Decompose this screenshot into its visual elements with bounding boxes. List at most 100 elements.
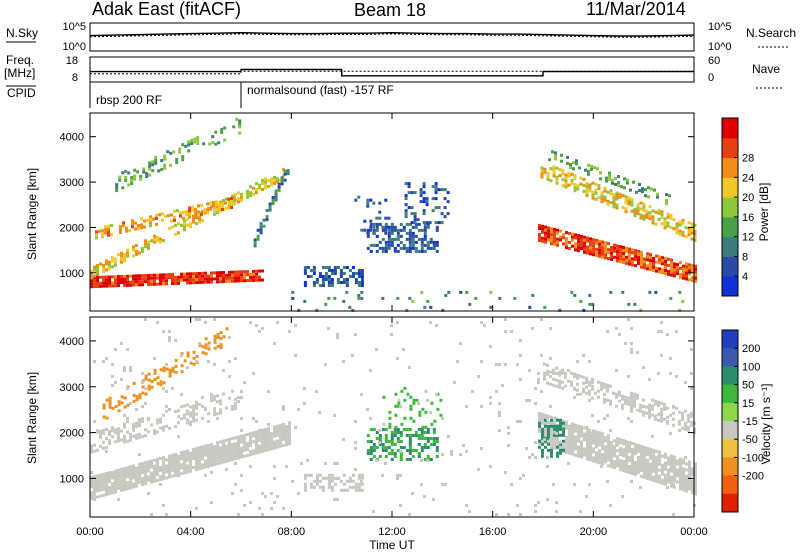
heatmap-cell [129, 369, 132, 372]
heatmap-cell [672, 218, 676, 222]
freq-trace [90, 68, 694, 77]
heatmap-cell [111, 471, 114, 474]
heatmap-cell [387, 231, 391, 235]
heatmap-cell [366, 434, 370, 437]
heatmap-cell [393, 249, 397, 253]
heatmap-cell [541, 454, 544, 458]
heatmap-cell [628, 444, 631, 447]
heatmap-cell [195, 456, 198, 460]
heatmap-cell [573, 375, 576, 378]
heatmap-cell [277, 185, 281, 189]
heatmap-cell [378, 441, 381, 444]
heatmap-cell [174, 459, 177, 462]
heatmap-cell [136, 170, 140, 174]
heatmap-cell [198, 452, 201, 456]
heatmap-cell [613, 255, 616, 259]
heatmap-cell [419, 188, 423, 192]
heatmap-cell [153, 476, 156, 480]
heatmap-cell [426, 243, 430, 247]
heatmap-cell [562, 430, 565, 434]
heatmap-cell [267, 390, 270, 393]
heatmap-cell [616, 247, 619, 251]
heatmap-cell [587, 169, 590, 173]
power-range-tick-label: 2000 [60, 222, 84, 234]
heatmap-cell [196, 139, 200, 143]
heatmap-cell [603, 195, 607, 199]
heatmap-cell [630, 397, 633, 401]
heatmap-cell [234, 276, 237, 280]
heatmap-cell [219, 399, 222, 403]
heatmap-cell [195, 213, 198, 216]
heatmap-cell [568, 448, 571, 452]
heatmap-cell [624, 207, 628, 211]
heatmap-cell [584, 168, 587, 172]
heatmap-cell [108, 260, 111, 264]
heatmap-cell [336, 278, 340, 281]
heatmap-cell [601, 447, 604, 451]
heatmap-cell [219, 209, 222, 213]
heatmap-cell [138, 462, 141, 466]
heatmap-cell [150, 471, 153, 475]
heatmap-cell [558, 370, 561, 374]
heatmap-cell [249, 279, 252, 282]
heatmap-cell [447, 435, 450, 438]
heatmap-cell [189, 411, 192, 415]
heatmap-cell [384, 216, 388, 220]
heatmap-cell [375, 222, 379, 226]
heatmap-cell [288, 442, 291, 446]
heatmap-cell [228, 360, 231, 363]
heatmap-cell [357, 281, 361, 284]
heatmap-cell [315, 476, 319, 480]
heatmap-cell [225, 279, 228, 283]
heatmap-cell [186, 351, 190, 355]
heatmap-cell [633, 395, 636, 399]
heatmap-cell [139, 174, 143, 178]
heatmap-cell [192, 447, 195, 451]
heatmap-cell [174, 232, 177, 236]
heatmap-cell [357, 275, 361, 278]
heatmap-cell [259, 228, 263, 232]
heatmap-cell [237, 276, 240, 280]
heatmap-cell [609, 399, 612, 403]
heatmap-cell [565, 438, 568, 442]
heatmap-cell [124, 178, 128, 182]
heatmap-cell [168, 371, 172, 375]
heatmap-cell [159, 478, 162, 481]
heatmap-cell [547, 232, 550, 236]
heatmap-cell [592, 450, 595, 454]
heatmap-cell [155, 213, 158, 217]
heatmap-cell [225, 459, 228, 463]
heatmap-cell [101, 235, 104, 239]
heatmap-cell [198, 344, 202, 348]
heatmap-cell [630, 197, 634, 201]
heatmap-cell [547, 229, 550, 233]
heatmap-cell [156, 273, 159, 277]
heatmap-cell [399, 452, 403, 455]
heatmap-cell [282, 168, 285, 172]
heatmap-cell [123, 277, 126, 281]
heatmap-cell [207, 461, 210, 465]
heatmap-cell [627, 396, 630, 400]
heatmap-cell [396, 437, 400, 440]
heatmap-cell [538, 439, 541, 443]
heatmap-cell [369, 458, 373, 461]
heatmap-cell [135, 421, 138, 425]
heatmap-cell [96, 489, 99, 493]
heatmap-cell [630, 351, 633, 354]
heatmap-cell [417, 237, 421, 241]
heatmap-cell [648, 211, 652, 215]
heatmap-cell [267, 448, 270, 452]
heatmap-cell [573, 372, 576, 376]
heatmap-cell [282, 435, 285, 438]
heatmap-cell [685, 480, 688, 484]
velocity-colorbar-swatch [722, 330, 738, 349]
heatmap-cell [675, 222, 679, 226]
heatmap-cell [120, 470, 123, 474]
heatmap-cell [589, 252, 592, 256]
heatmap-cell [600, 465, 603, 468]
heatmap-cell [601, 438, 604, 442]
heatmap-cell [153, 377, 157, 381]
heatmap-cell [516, 504, 519, 507]
heatmap-cell [249, 501, 252, 504]
heatmap-cell [681, 233, 685, 237]
